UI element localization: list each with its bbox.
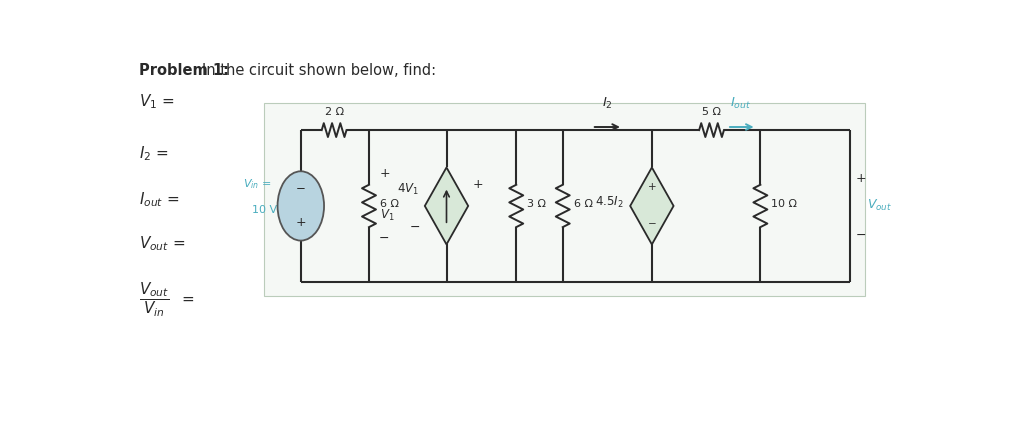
Text: +: + — [473, 178, 483, 191]
Text: 10 V: 10 V — [252, 205, 277, 215]
Text: +: + — [648, 182, 656, 192]
Text: $V_1$: $V_1$ — [380, 208, 394, 223]
Polygon shape — [424, 167, 469, 245]
Text: 2 Ω: 2 Ω — [324, 107, 344, 117]
Text: 6 Ω: 6 Ω — [574, 199, 592, 209]
Text: +: + — [856, 173, 866, 185]
Text: −: − — [410, 221, 420, 234]
Text: 6 Ω: 6 Ω — [380, 199, 399, 209]
Ellipse shape — [277, 171, 324, 241]
Text: 5 Ω: 5 Ω — [702, 107, 721, 117]
Text: $V_{out}$: $V_{out}$ — [866, 198, 892, 214]
Text: $V_1$ =: $V_1$ = — [139, 92, 174, 111]
Text: $I_2$ =: $I_2$ = — [139, 144, 169, 163]
Text: =: = — [181, 292, 195, 307]
Text: $\dfrac{V_{out}}{V_{in}}$: $\dfrac{V_{out}}{V_{in}}$ — [139, 280, 169, 319]
Text: −: − — [296, 183, 306, 195]
Text: $4.5I_2$: $4.5I_2$ — [595, 194, 624, 210]
FancyBboxPatch shape — [265, 103, 865, 296]
Text: −: − — [856, 229, 866, 242]
Text: −: − — [648, 219, 656, 229]
Polygon shape — [630, 167, 674, 245]
Text: $I_{out}$ =: $I_{out}$ = — [139, 190, 179, 209]
Text: Problem 1:: Problem 1: — [139, 63, 229, 78]
Text: +: + — [380, 167, 390, 180]
Text: $V_{in}$ =: $V_{in}$ = — [243, 177, 272, 191]
Text: $I_{out}$: $I_{out}$ — [730, 96, 752, 111]
Text: +: + — [296, 216, 306, 229]
Text: $4V_1$: $4V_1$ — [397, 181, 418, 197]
Text: $I_2$: $I_2$ — [602, 96, 613, 111]
Text: $V_{out}$ =: $V_{out}$ = — [139, 234, 185, 252]
Text: 10 Ω: 10 Ω — [771, 199, 797, 209]
Text: 3 Ω: 3 Ω — [527, 199, 546, 209]
Text: −: − — [378, 232, 388, 245]
Text: In the circuit shown below, find:: In the circuit shown below, find: — [202, 63, 437, 78]
